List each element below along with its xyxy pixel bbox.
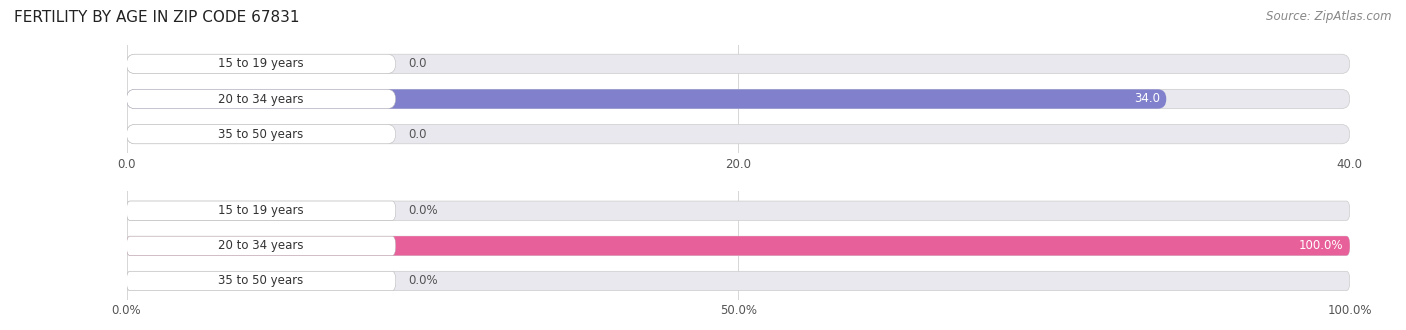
Text: Source: ZipAtlas.com: Source: ZipAtlas.com [1267, 10, 1392, 23]
FancyBboxPatch shape [127, 201, 395, 220]
FancyBboxPatch shape [127, 236, 1350, 255]
Text: 20 to 34 years: 20 to 34 years [218, 92, 304, 106]
FancyBboxPatch shape [127, 124, 1350, 144]
FancyBboxPatch shape [127, 89, 1167, 109]
FancyBboxPatch shape [127, 271, 1350, 291]
Text: 15 to 19 years: 15 to 19 years [218, 204, 304, 217]
Text: FERTILITY BY AGE IN ZIP CODE 67831: FERTILITY BY AGE IN ZIP CODE 67831 [14, 10, 299, 25]
Text: 0.0: 0.0 [408, 57, 426, 70]
Text: 35 to 50 years: 35 to 50 years [218, 275, 304, 287]
FancyBboxPatch shape [127, 201, 1350, 220]
FancyBboxPatch shape [127, 271, 395, 291]
Text: 34.0: 34.0 [1135, 92, 1160, 106]
Text: 0.0: 0.0 [408, 128, 426, 141]
Text: 35 to 50 years: 35 to 50 years [218, 128, 304, 141]
Text: 0.0%: 0.0% [408, 204, 437, 217]
FancyBboxPatch shape [127, 89, 395, 109]
FancyBboxPatch shape [127, 124, 395, 144]
FancyBboxPatch shape [127, 89, 1350, 109]
FancyBboxPatch shape [127, 236, 395, 255]
Text: 15 to 19 years: 15 to 19 years [218, 57, 304, 70]
FancyBboxPatch shape [127, 54, 1350, 74]
FancyBboxPatch shape [127, 236, 1350, 255]
Text: 0.0%: 0.0% [408, 275, 437, 287]
FancyBboxPatch shape [127, 54, 395, 74]
Text: 100.0%: 100.0% [1299, 239, 1344, 252]
Text: 20 to 34 years: 20 to 34 years [218, 239, 304, 252]
